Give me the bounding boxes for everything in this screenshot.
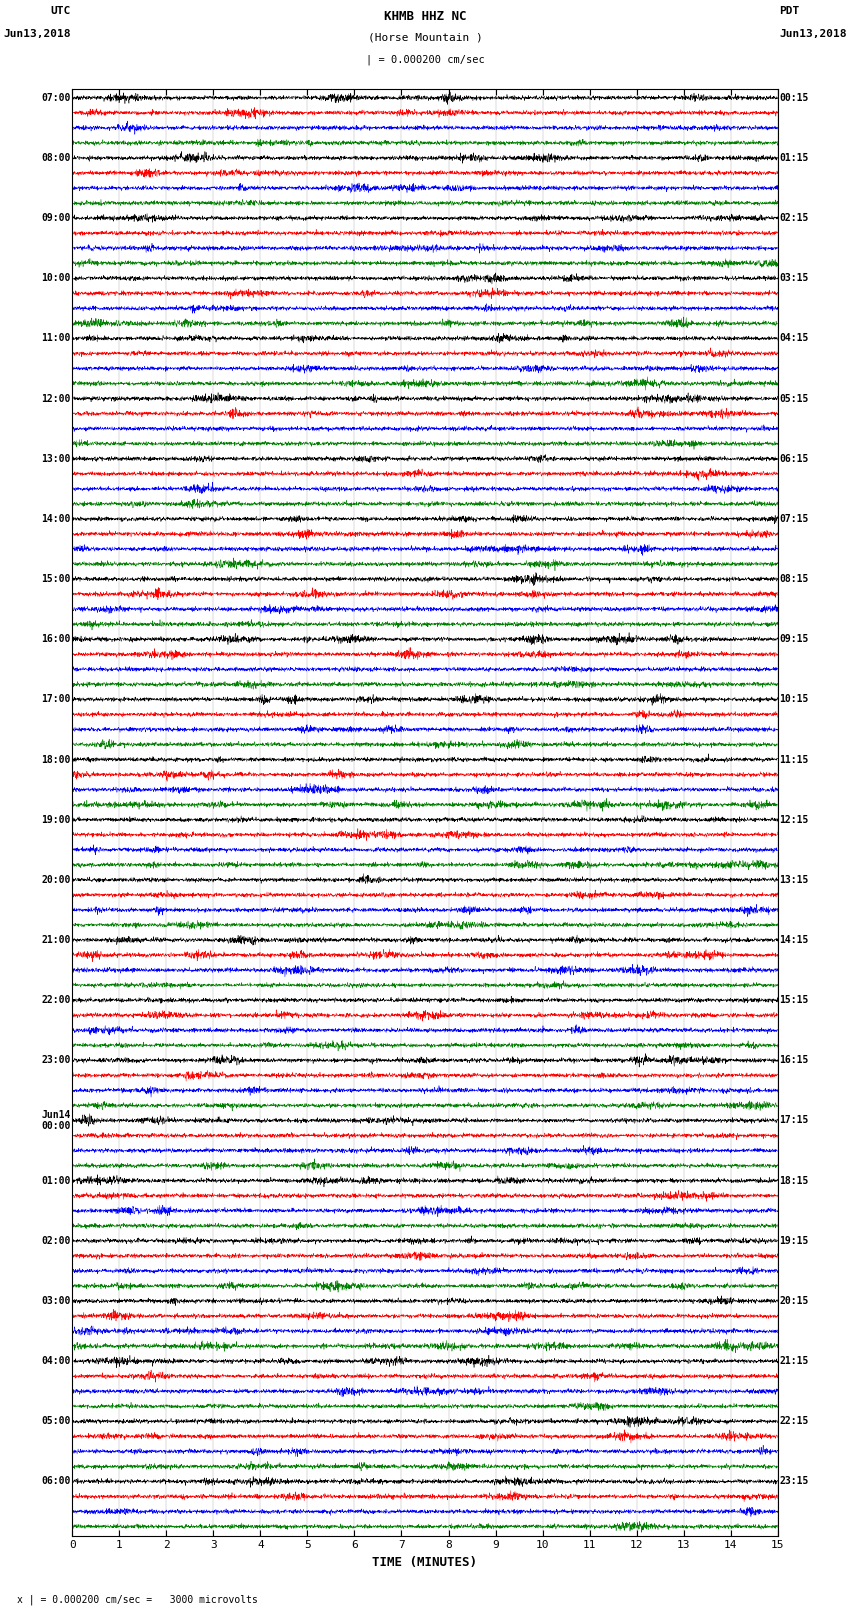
Text: PDT: PDT bbox=[779, 6, 800, 16]
Text: 08:15: 08:15 bbox=[779, 574, 809, 584]
Text: 20:15: 20:15 bbox=[779, 1295, 809, 1307]
Text: 16:00: 16:00 bbox=[41, 634, 71, 644]
Text: 19:15: 19:15 bbox=[779, 1236, 809, 1245]
Text: x | = 0.000200 cm/sec =   3000 microvolts: x | = 0.000200 cm/sec = 3000 microvolts bbox=[17, 1594, 258, 1605]
Text: KHMB HHZ NC: KHMB HHZ NC bbox=[383, 10, 467, 23]
Text: 07:15: 07:15 bbox=[779, 515, 809, 524]
Text: 04:15: 04:15 bbox=[779, 334, 809, 344]
Text: | = 0.000200 cm/sec: | = 0.000200 cm/sec bbox=[366, 55, 484, 66]
Text: 20:00: 20:00 bbox=[41, 874, 71, 886]
Text: 14:00: 14:00 bbox=[41, 515, 71, 524]
Text: 13:15: 13:15 bbox=[779, 874, 809, 886]
Text: 03:15: 03:15 bbox=[779, 273, 809, 284]
Text: 10:15: 10:15 bbox=[779, 694, 809, 705]
Text: Jun13,2018: Jun13,2018 bbox=[779, 29, 847, 39]
Text: 12:15: 12:15 bbox=[779, 815, 809, 824]
Text: 19:00: 19:00 bbox=[41, 815, 71, 824]
Text: 04:00: 04:00 bbox=[41, 1357, 71, 1366]
Text: 05:15: 05:15 bbox=[779, 394, 809, 403]
Text: 21:15: 21:15 bbox=[779, 1357, 809, 1366]
Text: 18:15: 18:15 bbox=[779, 1176, 809, 1186]
Text: 15:15: 15:15 bbox=[779, 995, 809, 1005]
Text: 21:00: 21:00 bbox=[41, 936, 71, 945]
Text: 22:15: 22:15 bbox=[779, 1416, 809, 1426]
Text: 23:00: 23:00 bbox=[41, 1055, 71, 1065]
Text: 01:00: 01:00 bbox=[41, 1176, 71, 1186]
Text: 06:15: 06:15 bbox=[779, 453, 809, 463]
Text: 00:15: 00:15 bbox=[779, 92, 809, 103]
Text: 05:00: 05:00 bbox=[41, 1416, 71, 1426]
Text: 18:00: 18:00 bbox=[41, 755, 71, 765]
Text: 02:15: 02:15 bbox=[779, 213, 809, 223]
Text: 11:15: 11:15 bbox=[779, 755, 809, 765]
Text: Jun13,2018: Jun13,2018 bbox=[3, 29, 71, 39]
Text: 03:00: 03:00 bbox=[41, 1295, 71, 1307]
Text: 13:00: 13:00 bbox=[41, 453, 71, 463]
Text: 23:15: 23:15 bbox=[779, 1476, 809, 1487]
Text: 14:15: 14:15 bbox=[779, 936, 809, 945]
Text: 01:15: 01:15 bbox=[779, 153, 809, 163]
Text: 09:00: 09:00 bbox=[41, 213, 71, 223]
Text: 11:00: 11:00 bbox=[41, 334, 71, 344]
Text: 22:00: 22:00 bbox=[41, 995, 71, 1005]
Text: 08:00: 08:00 bbox=[41, 153, 71, 163]
Text: 06:00: 06:00 bbox=[41, 1476, 71, 1487]
Text: 16:15: 16:15 bbox=[779, 1055, 809, 1065]
Text: 12:00: 12:00 bbox=[41, 394, 71, 403]
Text: Jun14
00:00: Jun14 00:00 bbox=[41, 1110, 71, 1131]
Text: 09:15: 09:15 bbox=[779, 634, 809, 644]
Text: 07:00: 07:00 bbox=[41, 92, 71, 103]
Text: 17:00: 17:00 bbox=[41, 694, 71, 705]
Text: 10:00: 10:00 bbox=[41, 273, 71, 284]
Text: 17:15: 17:15 bbox=[779, 1116, 809, 1126]
Text: (Horse Mountain ): (Horse Mountain ) bbox=[367, 32, 483, 42]
X-axis label: TIME (MINUTES): TIME (MINUTES) bbox=[372, 1557, 478, 1569]
Text: 15:00: 15:00 bbox=[41, 574, 71, 584]
Text: UTC: UTC bbox=[50, 6, 71, 16]
Text: 02:00: 02:00 bbox=[41, 1236, 71, 1245]
